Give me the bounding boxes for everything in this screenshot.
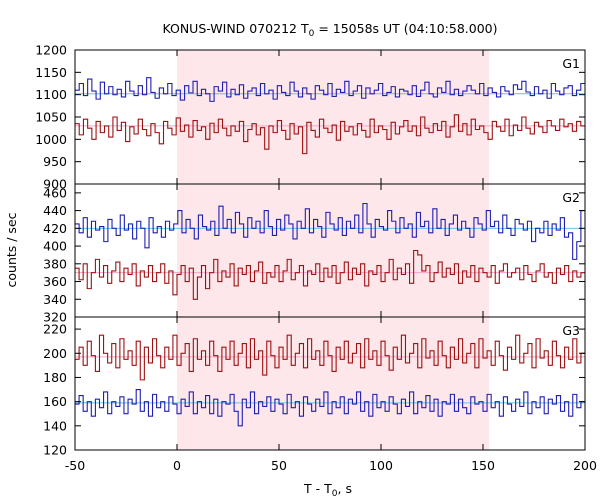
highlight-region (177, 317, 490, 450)
y-tick-label: 120 (43, 443, 67, 458)
red-step-series (75, 249, 585, 300)
panel-g2: 320 340 360 380 400 420 440 460 G2 (43, 183, 586, 325)
y-tick-label: 440 (43, 203, 67, 218)
y-tick-label: 220 (43, 322, 67, 337)
y-tick-label: 320 (43, 310, 67, 325)
blue-step-series (75, 202, 585, 260)
y-tick-label: 400 (43, 239, 67, 254)
panel-label: G3 (562, 323, 580, 338)
red-step-series (75, 114, 585, 155)
y-tick-label: 1150 (35, 65, 67, 80)
y-tick-label: 1100 (35, 87, 67, 102)
y-tick-label: 460 (43, 185, 67, 200)
panels-group: 90095010001050110011501200G1320340360380… (35, 43, 597, 474)
x-tick-label: 100 (369, 458, 393, 473)
y-tick-label: 160 (43, 394, 67, 409)
x-axis-label: T - T0, s (303, 481, 352, 499)
x-tick-label: 150 (471, 458, 495, 473)
x-tick-label: -50 (65, 458, 85, 473)
y-tick-label: 180 (43, 370, 67, 385)
blue-step-series (75, 77, 585, 102)
y-tick-label: 1000 (35, 132, 67, 147)
blue-step-series (75, 389, 585, 427)
y-tick-label: 900 (43, 177, 67, 192)
panel-frame (74, 316, 586, 451)
panel-label: G2 (562, 190, 580, 205)
chart-title: KONUS-WIND 070212 T0 = 15058s UT (04:10:… (162, 21, 497, 39)
y-tick-label: 420 (43, 221, 67, 236)
red-step-series (75, 334, 585, 381)
panel-label: G1 (562, 56, 580, 71)
y-tick-label: 950 (43, 154, 67, 169)
y-tick-label: 1050 (35, 110, 67, 125)
panel-g1: 900 950 1000 1050 1100 1150 1200 G1 (35, 43, 586, 192)
highlight-region (177, 50, 490, 184)
x-tick-label: 200 (573, 458, 597, 473)
highlight-region (177, 184, 490, 317)
y-tick-label: 200 (43, 346, 67, 361)
y-tick-label: 140 (43, 418, 67, 433)
x-tick-label: 0 (173, 458, 181, 473)
x-tick-label: 50 (271, 458, 287, 473)
panel-g3: 120 140 160 180 200 220 G3 (43, 316, 586, 458)
y-tick-label: 380 (43, 256, 67, 271)
y-tick-label: 1200 (35, 43, 67, 58)
y-axis-label: counts / sec (4, 212, 19, 287)
y-tick-label: 340 (43, 292, 67, 307)
y-tick-label: 360 (43, 274, 67, 289)
